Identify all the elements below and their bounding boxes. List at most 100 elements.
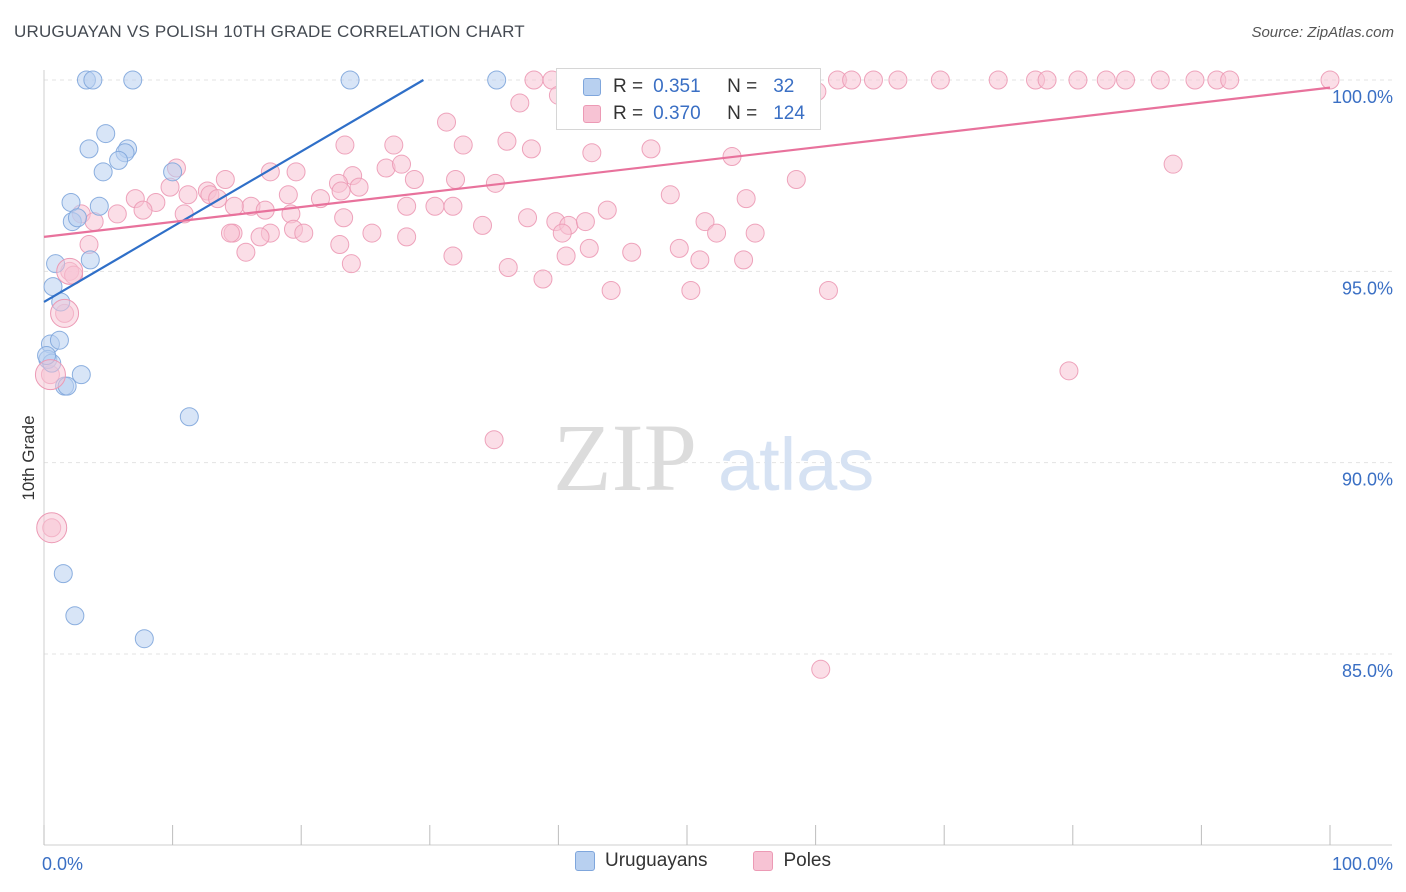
poles-point: [250, 227, 270, 247]
poles-point: [745, 223, 765, 243]
y-tick-label: 90.0%: [1342, 470, 1393, 490]
y-tick-label: 95.0%: [1342, 278, 1393, 298]
r-value: 0.351: [653, 76, 701, 97]
x-tick-label: 0.0%: [42, 854, 83, 874]
poles-point: [294, 223, 314, 243]
bottom-legend: Uruguayans Poles: [0, 850, 1406, 872]
poles-point: [786, 169, 806, 189]
poles-legend-swatch: [753, 851, 774, 871]
poles-point: [133, 200, 153, 220]
poles-point: [384, 135, 404, 155]
x-tick-label: 100.0%: [1332, 854, 1393, 874]
poles-point: [330, 235, 350, 255]
poles-point: [1163, 154, 1183, 174]
poles-point: [397, 227, 417, 247]
poles-point-large: [36, 512, 68, 544]
y-axis-label: 10th Grade: [19, 415, 38, 500]
poles-point: [341, 254, 361, 274]
poles-point: [930, 70, 950, 90]
poles-point: [510, 93, 530, 113]
r-label: R =: [613, 76, 644, 97]
poles-point: [988, 70, 1008, 90]
uruguayans-point: [93, 162, 113, 182]
uruguayans-point: [96, 124, 116, 144]
poles-point: [533, 269, 553, 289]
poles-point: [575, 212, 595, 232]
poles-point: [497, 131, 517, 151]
watermark-zip: ZIP: [553, 404, 697, 511]
poles-point: [556, 246, 576, 266]
chart-title: URUGUAYAN VS POLISH 10TH GRADE CORRELATI…: [14, 22, 525, 41]
poles-point: [484, 430, 504, 450]
poles-point: [425, 196, 445, 216]
poles-point-large: [56, 257, 84, 285]
poles-point: [579, 238, 599, 258]
poles-swatch: [583, 105, 601, 123]
poles-point: [215, 169, 235, 189]
poles-point: [334, 208, 354, 228]
uruguayans-point: [163, 162, 183, 182]
uruguayans-point: [53, 564, 73, 584]
poles-point: [690, 250, 710, 270]
poles-point: [1150, 70, 1170, 90]
poles-point: [335, 135, 355, 155]
poles-point: [236, 242, 256, 262]
stats-legend: R = 0.351 N = 32 R = 0.370 N = 124: [556, 68, 821, 130]
axes-layer: [43, 70, 1392, 846]
poles-point: [437, 112, 457, 132]
trend-layer: [43, 79, 1331, 303]
poles-point: [1037, 70, 1057, 90]
poles-point: [842, 70, 862, 90]
poles-point: [524, 70, 544, 90]
uruguayans-point: [340, 70, 360, 90]
poles-point: [1220, 70, 1240, 90]
poles-point: [397, 196, 417, 216]
poles-point: [660, 185, 680, 205]
uruguayans-point: [109, 150, 129, 170]
poles-point: [888, 70, 908, 90]
watermark-atlas: atlas: [718, 423, 874, 506]
legend-label-poles: Poles: [783, 850, 831, 871]
poles-point: [1320, 70, 1340, 90]
legend-item-poles[interactable]: Poles: [753, 850, 831, 872]
poles-point: [622, 242, 642, 262]
poles-point: [310, 189, 330, 209]
poles-point: [601, 280, 621, 300]
poles-point: [707, 223, 727, 243]
uruguayans-legend-swatch: [575, 851, 595, 871]
y-tick-label: 100.0%: [1332, 87, 1393, 107]
uruguayans-point: [65, 606, 85, 626]
poles-point: [498, 258, 518, 278]
uruguayans-point: [134, 629, 154, 649]
n-value: 124: [773, 103, 805, 124]
y-tick-label: 85.0%: [1342, 661, 1393, 681]
poles-point: [392, 154, 412, 174]
uruguayans-point: [79, 139, 99, 159]
poles-point: [518, 208, 538, 228]
poles-point: [669, 238, 689, 258]
poles-point: [1116, 70, 1136, 90]
poles-point: [278, 185, 298, 205]
poles-point: [220, 223, 240, 243]
uruguayans-point: [89, 196, 109, 216]
poles-trend-line: [43, 86, 1331, 238]
legend-item-uruguayans[interactable]: Uruguayans: [575, 850, 707, 872]
uruguayans-point: [83, 70, 103, 90]
r-label: R =: [613, 103, 644, 124]
poles-point-large: [50, 298, 80, 328]
poles-point: [521, 139, 541, 159]
poles-point: [331, 181, 351, 201]
stats-row-uruguayans: R = 0.351 N = 32: [583, 74, 794, 100]
labels-layer: 85.0% 90.0% 95.0% 100.0% 0.0% 100.0%: [42, 87, 1393, 874]
poles-point: [695, 212, 715, 232]
poles-point: [107, 204, 127, 224]
poles-point: [641, 139, 661, 159]
poles-point: [286, 162, 306, 182]
poles-point: [178, 185, 198, 205]
uruguayans-trend-line: [43, 79, 424, 303]
uruguayans-point: [123, 70, 143, 90]
poles-point-large: [34, 359, 66, 391]
poles-point: [473, 215, 493, 235]
uruguayans-point: [71, 365, 91, 385]
